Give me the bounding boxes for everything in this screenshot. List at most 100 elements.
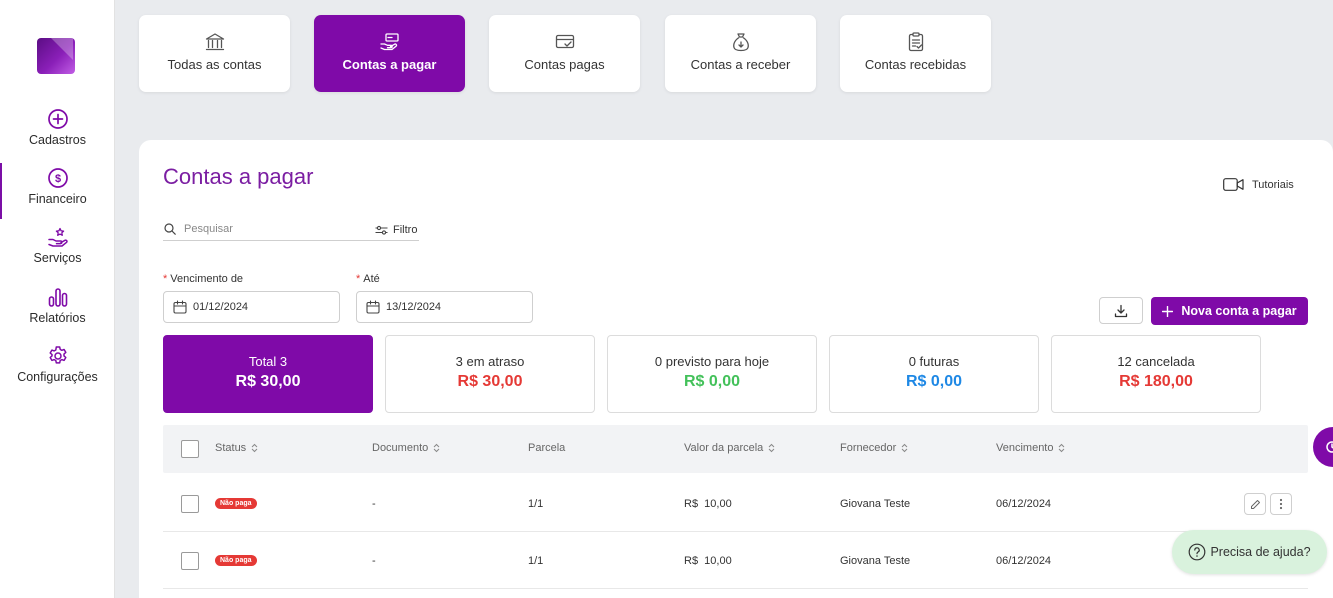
column-parcela: Parcela <box>528 442 566 454</box>
summary-label: 12 cancelada <box>1117 354 1195 369</box>
tab-label: Todas as contas <box>167 57 262 72</box>
help-label: Precisa de ajuda? <box>1210 545 1311 559</box>
cell-valor: R$ 10,00 <box>684 555 732 567</box>
download-icon <box>1114 304 1128 317</box>
row-checkbox[interactable] <box>181 552 199 570</box>
sidebar-item-label: Serviços <box>33 251 82 265</box>
pencil-icon <box>1250 499 1260 509</box>
edit-button[interactable] <box>1244 493 1266 515</box>
app-logo[interactable] <box>37 38 75 74</box>
summary-label: Total 3 <box>248 354 288 369</box>
table-row[interactable]: Não paga - 1/1 R$ 10,00 Giovana Teste 06… <box>163 475 1308 532</box>
sidebar-item-financeiro[interactable]: $ Financeiro <box>0 163 115 223</box>
bank-icon <box>205 33 224 51</box>
sort-icon <box>1059 443 1065 453</box>
search-icon <box>164 223 176 235</box>
select-all-checkbox[interactable] <box>181 440 199 458</box>
video-camera-icon <box>1223 178 1244 191</box>
tutorials-label: Tutoriais <box>1252 178 1294 191</box>
calendar-icon <box>366 300 380 314</box>
sidebar-item-label: Cadastros <box>29 133 86 147</box>
help-chat-button[interactable]: Precisa de ajuda? <box>1172 530 1327 574</box>
column-status[interactable]: Status <box>215 442 258 454</box>
sidebar-item-relatorios[interactable]: Relatórios <box>0 286 115 342</box>
new-payable-label: Nova conta a pagar <box>1181 304 1297 318</box>
sidebar-item-cadastros[interactable]: Cadastros <box>0 108 115 164</box>
floating-action-button[interactable] <box>1313 427 1333 467</box>
required-asterisk: * <box>163 273 168 285</box>
sort-icon <box>433 443 440 453</box>
bar-chart-icon <box>48 288 67 307</box>
sidebar-item-label: Financeiro <box>28 192 87 206</box>
cell-documento: - <box>372 555 376 567</box>
tab-label: Contas recebidas <box>864 57 967 72</box>
summary-value: R$ 0,00 <box>683 373 741 390</box>
column-valor-da-parcela[interactable]: Valor da parcela <box>684 442 775 454</box>
date-to-field[interactable]: 13/12/2024 <box>356 291 533 323</box>
table-row[interactable]: Não paga - 1/1 R$ 10,00 Giovana Teste 06… <box>163 532 1308 589</box>
summary-card-total[interactable]: Total 3 R$ 30,00 <box>163 335 373 413</box>
summary-card-cancelled[interactable]: 12 cancelada R$ 180,00 <box>1051 335 1261 413</box>
plus-circle-icon <box>47 109 68 129</box>
cell-parcela: 1/1 <box>528 555 544 567</box>
cell-vencimento: 06/12/2024 <box>996 555 1052 567</box>
cell-fornecedor: Giovana Teste <box>840 498 911 510</box>
svg-text:$: $ <box>54 173 60 185</box>
cell-documento: - <box>372 498 376 510</box>
summary-label: 0 previsto para hoje <box>654 354 770 369</box>
tab-contas-recebidas[interactable]: Contas recebidas <box>840 15 991 92</box>
summary-value: R$ 30,00 <box>235 373 301 390</box>
summary-label: 3 em atraso <box>455 354 525 369</box>
cell-fornecedor: Giovana Teste <box>840 555 911 567</box>
summary-card-overdue[interactable]: 3 em atraso R$ 30,00 <box>385 335 595 413</box>
gear-icon <box>48 346 67 364</box>
search-input[interactable] <box>184 223 364 235</box>
new-payable-button[interactable]: Nova conta a pagar <box>1151 297 1308 325</box>
hand-money-icon <box>379 33 399 51</box>
sidebar-item-configuracoes[interactable]: Configurações <box>0 345 115 401</box>
required-asterisk: * <box>356 273 361 285</box>
column-vencimento[interactable]: Vencimento <box>996 442 1065 454</box>
row-actions <box>1244 493 1292 515</box>
column-documento[interactable]: Documento <box>372 442 440 454</box>
main-panel: Contas a pagar Tutoriais Filtro *Vencime… <box>139 140 1333 598</box>
search-bar: Filtro <box>163 220 419 241</box>
tab-todas-as-contas[interactable]: Todas as contas <box>139 15 290 92</box>
table-header: Status Documento Parcela Valor da parcel… <box>163 425 1308 473</box>
more-options-button[interactable] <box>1270 493 1292 515</box>
summary-label: 0 futuras <box>908 354 960 369</box>
tutorials-link[interactable]: Tutoriais <box>1223 178 1294 191</box>
sort-icon <box>901 443 908 453</box>
date-from-value: 01/12/2024 <box>193 301 249 313</box>
question-circle-icon <box>1189 543 1206 561</box>
row-checkbox[interactable] <box>181 495 199 513</box>
date-from-field[interactable]: 01/12/2024 <box>163 291 340 323</box>
date-from-label: * Vencimento de <box>163 273 244 285</box>
plus-icon <box>1162 305 1174 317</box>
summary-value: R$ 30,00 <box>457 373 523 390</box>
sort-icon <box>768 443 775 453</box>
calendar-icon <box>173 300 187 314</box>
summary-card-due-today[interactable]: 0 previsto para hoje R$ 0,00 <box>607 335 817 413</box>
filter-label: Filtro <box>393 224 418 236</box>
summary-value: R$ 0,00 <box>905 373 963 390</box>
summary-card-future[interactable]: 0 futuras R$ 0,00 <box>829 335 1039 413</box>
money-bag-icon <box>732 33 749 52</box>
filter-button[interactable]: Filtro <box>375 224 417 236</box>
date-to-label: * Até <box>356 273 380 285</box>
cell-valor: R$ 10,00 <box>684 498 732 510</box>
sidebar: Cadastros $ Financeiro Serviços Relatóri… <box>0 0 115 598</box>
tab-label: Contas pagas <box>524 57 605 72</box>
tab-contas-a-pagar[interactable]: Contas a pagar <box>314 15 465 92</box>
kebab-icon <box>1279 498 1283 510</box>
status-badge: Não paga <box>215 555 257 566</box>
sidebar-item-servicos[interactable]: Serviços <box>0 226 115 282</box>
column-fornecedor[interactable]: Fornecedor <box>840 442 908 454</box>
tab-contas-pagas[interactable]: Contas pagas <box>489 15 640 92</box>
tab-label: Contas a receber <box>690 57 791 72</box>
download-button[interactable] <box>1099 297 1143 324</box>
accessibility-icon <box>1326 441 1333 453</box>
summary-value: R$ 180,00 <box>1119 373 1193 390</box>
tab-contas-a-receber[interactable]: Contas a receber <box>665 15 816 92</box>
sidebar-item-label: Relatórios <box>29 311 86 325</box>
